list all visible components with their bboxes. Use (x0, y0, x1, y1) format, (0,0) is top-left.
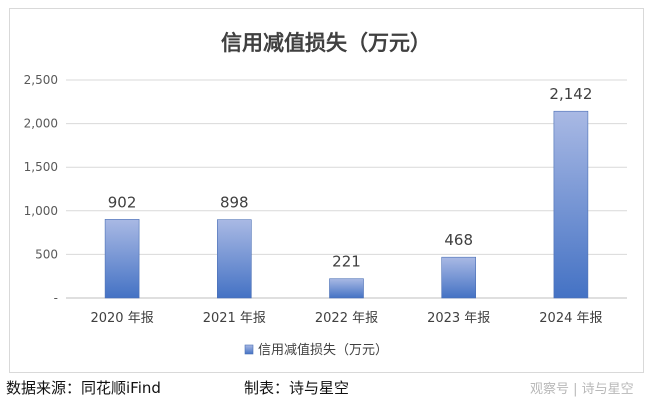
y-tick-label: 2,000 (24, 117, 58, 131)
bars (104, 110, 589, 299)
x-tick-label: 2020 年报 (90, 311, 153, 326)
y-tick-label: 1,500 (24, 160, 58, 174)
credit-impairment-chart: 信用减值损失（万元） - 500 1,000 1,500 2,000 2,500 902 8… (24, 31, 627, 358)
data-label: 221 (332, 253, 361, 271)
data-labels: 902 898 221 468 2,142 (108, 85, 593, 271)
chart-title: 信用减值损失（万元） (221, 31, 431, 55)
x-tick-label: 2021 年报 (203, 311, 266, 326)
legend-swatch (244, 344, 254, 355)
bar (104, 219, 140, 299)
y-tick-label: - (54, 291, 58, 305)
x-tick-label: 2022 年报 (315, 311, 378, 326)
data-label: 902 (108, 193, 137, 211)
data-label: 2,142 (549, 85, 592, 103)
legend: 信用减值损失（万元） (244, 342, 388, 358)
x-axis-ticks: 2020 年报 2021 年报 2022 年报 2023 年报 2024 年报 (90, 311, 602, 326)
y-axis-ticks: - 500 1,000 1,500 2,000 2,500 (24, 73, 58, 305)
credit-note: 制表：诗与星空 (244, 379, 350, 397)
data-label: 898 (220, 194, 249, 212)
legend-label: 信用减值损失（万元） (258, 342, 388, 358)
bar (553, 110, 589, 299)
bar (217, 219, 252, 299)
data-label: 468 (444, 231, 473, 249)
source-note: 数据来源：同花顺iFind (6, 379, 161, 397)
y-tick-label: 2,500 (24, 73, 58, 87)
x-tick-label: 2024 年报 (539, 311, 602, 326)
chart-frame: 信用减值损失（万元） - 500 1,000 1,500 2,000 2,500 902 8… (9, 8, 644, 373)
y-tick-label: 500 (35, 247, 58, 261)
bar (329, 278, 364, 299)
bar (441, 256, 477, 299)
x-tick-label: 2023 年报 (427, 311, 490, 326)
watermark: 观察号 | 诗与星空 (530, 382, 634, 397)
y-tick-label: 1,000 (24, 204, 58, 218)
gridlines (66, 79, 627, 299)
